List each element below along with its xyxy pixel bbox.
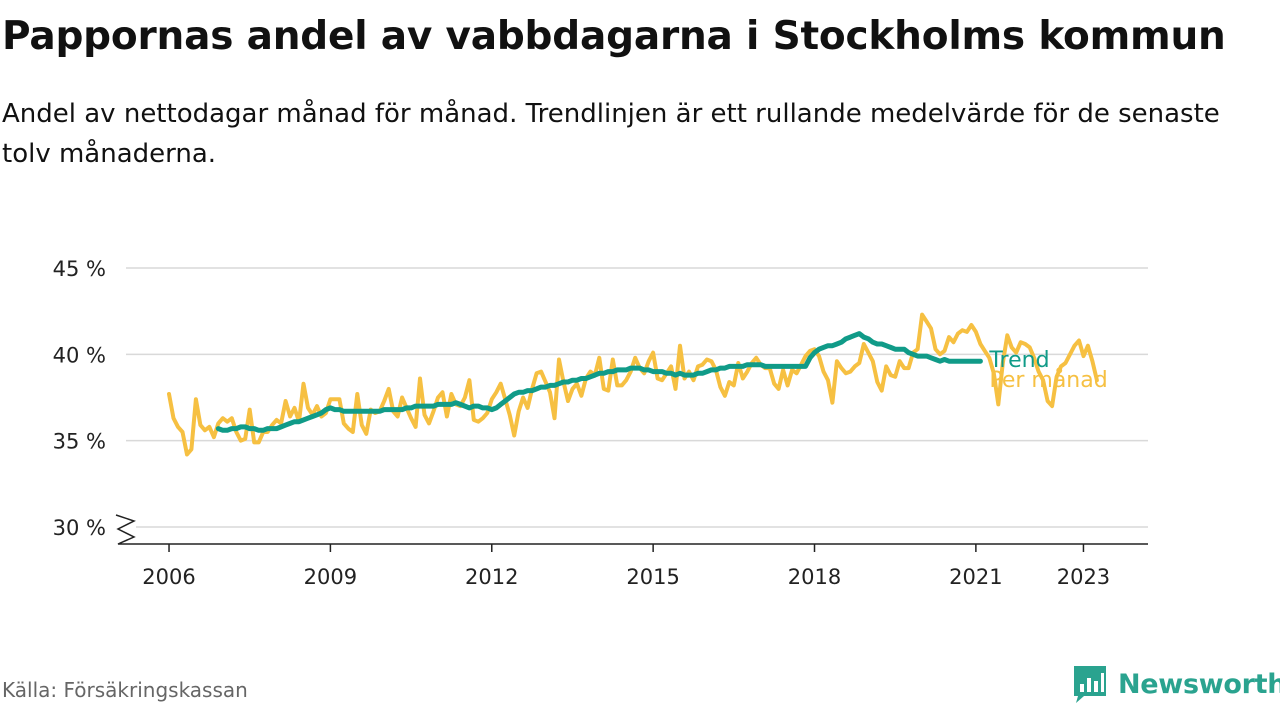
x-tick-label: 2023 <box>1057 565 1110 589</box>
brand-logo: Newsworthy <box>1072 664 1280 704</box>
chart-title: Pappornas andel av vabbdagarna i Stockho… <box>2 14 1226 59</box>
axes: 30 % 35 % 40 % 45 % 2006 2009 2012 2015 2018 2021… <box>53 257 1148 589</box>
chart-subtitle: Andel av nettodagar månad för månad. Tre… <box>2 99 1220 169</box>
y-tick-label: 40 % <box>53 343 106 367</box>
y-tick-label: 45 % <box>53 257 106 281</box>
legend-label-trend: Trend <box>988 348 1049 373</box>
y-tick-label: 35 % <box>53 430 106 454</box>
x-tick-label: 2015 <box>626 565 679 589</box>
x-tick-label: 2012 <box>465 565 518 589</box>
trend-line <box>215 331 983 433</box>
grid-lines <box>126 267 1148 528</box>
x-tick-label: 2009 <box>304 565 357 589</box>
x-tick-label: 2018 <box>788 565 841 589</box>
brand-name: Newsworthy <box>1118 668 1280 700</box>
series <box>167 312 1099 457</box>
newsworthy-logo-icon <box>1074 666 1106 703</box>
monthly-line <box>167 312 1099 457</box>
legend-label-monthly: Per månad <box>989 367 1107 393</box>
source-note: Källa: Försäkringskassan <box>2 678 248 702</box>
axis-break-mark <box>115 514 136 545</box>
x-tick-label: 2021 <box>949 565 1002 589</box>
x-tick-label: 2006 <box>142 565 195 589</box>
y-tick-label: 30 % <box>53 516 106 540</box>
